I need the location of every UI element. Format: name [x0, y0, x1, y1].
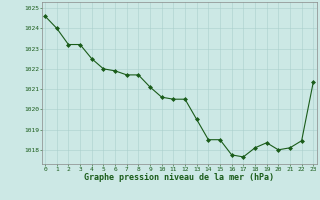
X-axis label: Graphe pression niveau de la mer (hPa): Graphe pression niveau de la mer (hPa) [84, 173, 274, 182]
